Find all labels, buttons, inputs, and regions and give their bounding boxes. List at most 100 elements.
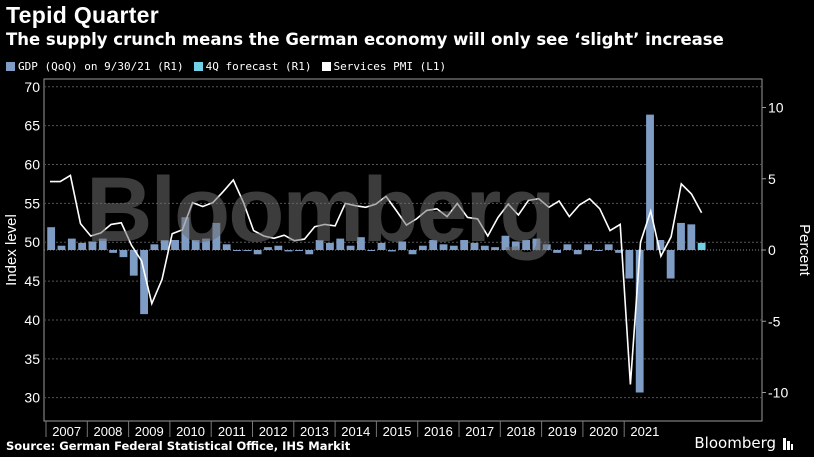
gdp-bar xyxy=(584,244,592,250)
x-tick-label: 2018 xyxy=(506,424,535,439)
gdp-bar xyxy=(140,250,148,315)
gdp-bar xyxy=(119,250,128,258)
y-left-tick-label: 60 xyxy=(24,157,40,173)
gdp-bar xyxy=(233,250,241,251)
gdp-bar xyxy=(398,241,407,250)
y-left-tick-label: 45 xyxy=(24,273,40,289)
gdp-bar xyxy=(202,238,210,250)
gdp-bar xyxy=(563,244,572,250)
gdp-bar xyxy=(222,244,231,250)
gdp-bar xyxy=(305,250,314,255)
gdp-bar xyxy=(181,217,190,250)
x-tick-label: 2016 xyxy=(424,424,453,439)
gdp-bar xyxy=(687,224,696,250)
gdp-bar xyxy=(150,244,159,250)
gdp-bar xyxy=(264,247,272,250)
gdp-bar xyxy=(88,241,97,250)
gdp-bar xyxy=(666,250,675,279)
legend-item-forecast: 4Q forecast (R1) xyxy=(193,60,312,73)
gdp-bar xyxy=(677,222,685,250)
x-tick-label: 2011 xyxy=(218,424,246,439)
gdp-bar xyxy=(67,238,76,250)
x-tick-label: 2010 xyxy=(176,424,205,439)
gdp-bar xyxy=(553,250,561,253)
y-right-tick-label: 10 xyxy=(768,100,784,116)
gdp-bar xyxy=(295,250,303,251)
gdp-bar xyxy=(377,242,386,250)
y-right-tick-label: 5 xyxy=(768,171,776,187)
y-right-tick-label: -5 xyxy=(768,313,781,329)
forecast-bar xyxy=(697,242,706,250)
gdp-bar xyxy=(542,244,551,250)
x-tick-label: 2017 xyxy=(465,424,494,439)
gdp-bar xyxy=(212,222,221,250)
legend-item-gdp: GDP (QoQ) on 9/30/21 (R1) xyxy=(6,60,184,73)
gdp-bar xyxy=(418,245,427,250)
source-note: Source: German Federal Statistical Offic… xyxy=(6,439,351,453)
x-tick-label: 2009 xyxy=(135,424,164,439)
gdp-bar xyxy=(522,240,531,250)
gdp-bar xyxy=(129,250,138,276)
legend-swatch-pmi xyxy=(321,62,331,71)
x-tick-label: 2012 xyxy=(259,424,288,439)
gdp-bar xyxy=(243,250,252,251)
gdp-bar xyxy=(646,114,654,250)
legend-item-pmi: Services PMI (L1) xyxy=(321,60,447,73)
gdp-bar xyxy=(439,244,448,250)
gdp-bar xyxy=(315,240,324,250)
gdp-bar xyxy=(357,237,365,250)
gdp-bar xyxy=(480,245,489,250)
bloomberg-terminal-icon xyxy=(783,438,793,450)
gdp-bar xyxy=(367,250,376,251)
chart-title: Tepid Quarter xyxy=(6,2,159,28)
gdp-bar xyxy=(387,250,396,252)
y-left-axis-label: Index level xyxy=(3,214,20,286)
x-tick-label: 2020 xyxy=(589,424,618,439)
gdp-bar xyxy=(326,242,334,250)
x-tick-label: 2015 xyxy=(383,424,412,439)
gdp-bar xyxy=(470,242,479,250)
gdp-bar xyxy=(429,240,438,250)
y-left-tick-label: 40 xyxy=(24,312,40,328)
gdp-bar xyxy=(57,245,66,250)
y-right-tick-label: -10 xyxy=(768,385,788,401)
gdp-bar xyxy=(160,240,169,250)
legend-label-forecast: 4Q forecast (R1) xyxy=(205,60,312,73)
y-left-tick-label: 65 xyxy=(24,118,40,134)
gdp-bar xyxy=(191,240,200,250)
gdp-bar xyxy=(253,250,262,255)
gdp-bar xyxy=(511,241,520,250)
gdp-bar xyxy=(491,247,500,250)
chart-subtitle: The supply crunch means the German econo… xyxy=(6,30,724,49)
gdp-bar xyxy=(274,245,283,250)
x-tick-label: 2013 xyxy=(300,424,329,439)
gdp-bar xyxy=(604,244,613,250)
y-left-tick-label: 35 xyxy=(24,351,40,367)
gdp-bar xyxy=(78,242,87,250)
legend: GDP (QoQ) on 9/30/21 (R1) 4Q forecast (R… xyxy=(6,60,446,73)
x-tick-label: 2019 xyxy=(548,424,577,439)
legend-swatch-forecast xyxy=(193,62,203,71)
y-left-tick-label: 70 xyxy=(24,79,40,95)
gdp-bar xyxy=(501,235,510,250)
gdp-bar xyxy=(573,250,582,255)
y-left-tick-label: 30 xyxy=(24,390,40,406)
services-pmi-line xyxy=(50,174,703,385)
gdp-bar xyxy=(346,245,355,250)
gdp-bar xyxy=(532,238,541,250)
legend-label-pmi: Services PMI (L1) xyxy=(333,60,447,73)
x-tick-label: 2021 xyxy=(630,424,659,439)
y-left-tick-label: 55 xyxy=(24,195,40,211)
gdp-bar xyxy=(656,240,665,250)
x-tick-label: 2008 xyxy=(93,424,122,439)
gdp-bar xyxy=(336,238,345,250)
y-right-axis-label: Percent xyxy=(796,224,813,277)
gdp-bar xyxy=(625,250,634,279)
brand-logo-text: Bloomberg xyxy=(694,434,776,452)
gdp-bar xyxy=(47,227,56,250)
legend-label-gdp: GDP (QoQ) on 9/30/21 (R1) xyxy=(18,60,184,73)
gdp-bar xyxy=(284,250,293,252)
y-right-tick-label: 0 xyxy=(768,242,776,258)
y-left-tick-label: 50 xyxy=(24,234,40,250)
